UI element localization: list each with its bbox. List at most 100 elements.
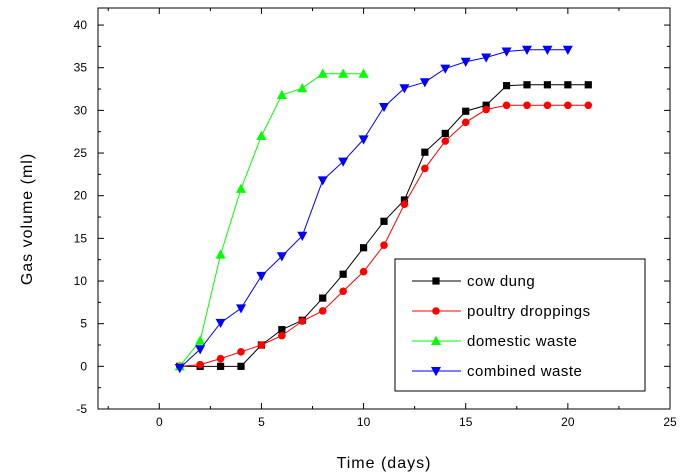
data-point-domestic-waste: [297, 83, 308, 93]
data-point-poultry-droppings: [461, 118, 470, 127]
data-point-combined-waste: [440, 64, 451, 74]
y-axis-title: Gas volume (ml): [19, 153, 36, 285]
y-tick-label: 35: [74, 61, 88, 75]
x-tick-label: 15: [459, 415, 473, 429]
data-point-domestic-waste: [358, 68, 369, 78]
x-tick-label: 5: [258, 415, 265, 429]
data-point-domestic-waste: [276, 89, 287, 100]
legend-label-cow-dung: cow dung: [467, 273, 535, 290]
x-tick-label: 25: [663, 415, 677, 429]
y-tick-label: 25: [74, 146, 88, 160]
data-point-cow-dung: [462, 107, 470, 115]
data-point-poultry-droppings: [318, 307, 327, 315]
series-line-combined-waste: [179, 49, 568, 369]
series-combined-waste: [174, 45, 573, 374]
data-point-poultry-droppings: [584, 101, 593, 110]
data-point-domestic-waste: [317, 68, 328, 78]
y-tick-label: -5: [76, 402, 87, 416]
data-point-poultry-droppings: [543, 101, 552, 110]
x-tick-label: 20: [561, 415, 575, 429]
data-point-combined-waste: [338, 157, 349, 167]
x-tick-label: 0: [156, 415, 163, 429]
data-point-poultry-droppings: [441, 137, 450, 145]
data-point-combined-waste: [297, 231, 308, 242]
data-point-poultry-droppings: [298, 317, 307, 325]
data-point-cow-dung: [380, 217, 388, 225]
data-point-cow-dung: [319, 294, 327, 302]
data-point-cow-dung: [237, 362, 245, 370]
data-point-combined-waste: [522, 45, 532, 56]
data-point-combined-waste: [481, 53, 492, 63]
data-point-cow-dung: [400, 196, 409, 204]
legend-marker-domestic-waste: [431, 335, 441, 345]
data-point-cow-dung: [584, 81, 592, 89]
y-tick-label: 0: [80, 359, 87, 373]
x-axis-title: Time (days): [337, 455, 432, 472]
legend-label-combined-waste: combined waste: [467, 363, 582, 380]
legend: cow dung poultry droppings domestic waste c…: [394, 258, 646, 392]
data-point-cow-dung: [278, 326, 286, 334]
x-tick-label: 10: [357, 415, 371, 429]
y-tick-label: 15: [74, 231, 88, 245]
data-point-poultry-droppings: [359, 267, 368, 276]
series-domestic-waste: [174, 68, 369, 371]
data-point-domestic-waste: [195, 335, 206, 345]
data-point-combined-waste: [174, 364, 185, 374]
data-point-cow-dung: [482, 101, 490, 109]
data-point-combined-waste: [195, 345, 206, 355]
data-point-combined-waste: [562, 45, 573, 56]
data-point-domestic-waste: [256, 130, 267, 140]
data-point-cow-dung: [339, 270, 347, 278]
legend-label-domestic-waste: domestic waste: [467, 333, 577, 350]
data-point-combined-waste: [256, 271, 267, 282]
data-point-poultry-droppings: [196, 360, 204, 369]
data-point-cow-dung: [441, 129, 449, 138]
data-point-cow-dung: [502, 82, 511, 90]
legend-marker-poultry-droppings: [432, 307, 440, 315]
data-point-poultry-droppings: [523, 101, 531, 110]
data-point-combined-waste: [542, 45, 553, 56]
data-point-combined-waste: [379, 102, 389, 113]
series-poultry-droppings: [175, 101, 593, 371]
data-point-combined-waste: [460, 57, 471, 67]
data-point-poultry-droppings: [564, 101, 572, 110]
data-point-poultry-droppings: [380, 241, 388, 249]
legend-marker-cow-dung: [432, 277, 440, 285]
plot-frame: [97, 7, 671, 410]
series-line-domestic-waste: [179, 73, 364, 367]
data-point-domestic-waste: [236, 183, 246, 193]
data-point-cow-dung: [359, 244, 368, 252]
data-point-poultry-droppings: [482, 105, 490, 114]
data-point-poultry-droppings: [216, 354, 225, 363]
legend-label-poultry-droppings: poultry droppings: [467, 303, 591, 320]
data-point-poultry-droppings: [400, 200, 409, 209]
data-point-combined-waste: [215, 318, 226, 329]
data-point-combined-waste: [236, 304, 246, 314]
data-point-combined-waste: [399, 84, 410, 94]
y-tick-label: 20: [74, 189, 88, 203]
data-point-combined-waste: [419, 78, 430, 88]
data-point-domestic-waste: [338, 68, 349, 78]
data-point-combined-waste: [276, 252, 287, 262]
data-point-poultry-droppings: [237, 348, 245, 356]
data-point-domestic-waste: [215, 249, 226, 259]
data-point-poultry-droppings: [278, 331, 286, 340]
y-tick-label: 30: [74, 103, 88, 117]
data-point-cow-dung: [421, 148, 429, 156]
data-point-combined-waste: [358, 135, 369, 145]
data-point-combined-waste: [317, 176, 328, 186]
data-point-cow-dung: [523, 81, 531, 89]
data-point-poultry-droppings: [339, 287, 347, 296]
data-point-poultry-droppings: [502, 101, 511, 110]
data-point-cow-dung: [564, 81, 572, 89]
y-tick-label: 40: [74, 18, 88, 32]
y-tick-label: 5: [80, 317, 87, 331]
legend-marker-combined-waste: [431, 367, 441, 377]
data-point-poultry-droppings: [257, 341, 266, 349]
y-tick-label: 10: [74, 274, 88, 288]
data-point-combined-waste: [501, 47, 512, 57]
data-point-cow-dung: [543, 81, 552, 89]
data-point-poultry-droppings: [421, 164, 429, 173]
